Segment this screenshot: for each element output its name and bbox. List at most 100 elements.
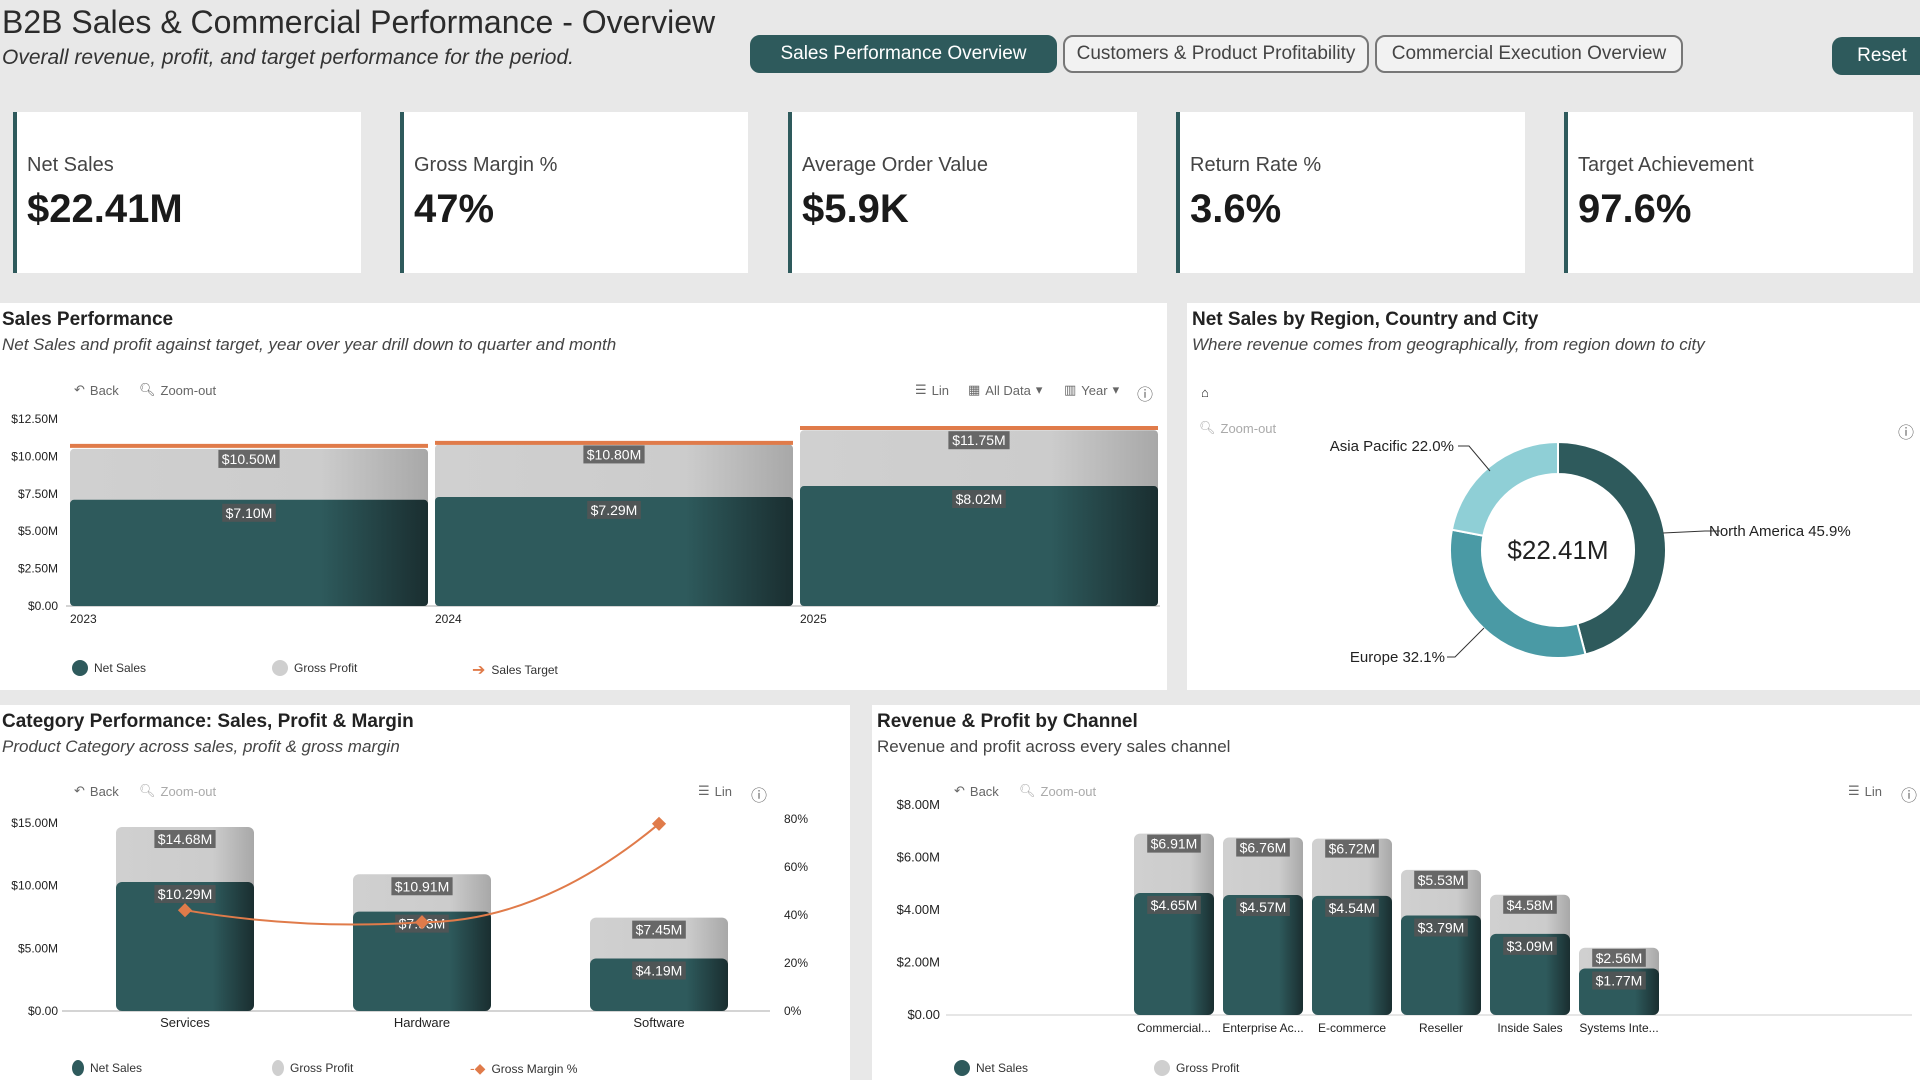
- x-tick-label: Software: [633, 1015, 684, 1030]
- y-tick-label: $8.00M: [897, 797, 940, 812]
- slice-label: Asia Pacific 22.0%: [1330, 438, 1454, 455]
- zoom-out-icon: 🔍︎: [139, 783, 156, 798]
- help-icon[interactable]: ⓘ: [751, 788, 768, 805]
- leader-line: [1458, 445, 1491, 472]
- leader-line: [1447, 627, 1485, 658]
- tab-commercial-execution-overview[interactable]: Commercial Execution Overview: [1375, 35, 1683, 73]
- data-label: $4.65M: [1151, 897, 1198, 913]
- x-tick-label: Inside Sales: [1497, 1021, 1562, 1035]
- help-icon[interactable]: ⓘ: [1137, 387, 1154, 404]
- page-subtitle: Overall revenue, profit, and target perf…: [2, 46, 574, 69]
- y-tick-label: $4.00M: [897, 902, 940, 917]
- data-label-bg: [1503, 895, 1557, 914]
- legend-net-sales[interactable]: Net Sales: [954, 1060, 1028, 1076]
- page-title: B2B Sales & Commercial Performance - Ove…: [2, 4, 716, 40]
- back-arrow-icon: ↶: [954, 783, 965, 798]
- channel-chart: $0.00 $2.00M $4.00M $6.00M $8.00M $6.91M $4.65…: [897, 797, 1912, 1035]
- year-dropdown[interactable]: ▥ Year ▾: [1064, 382, 1120, 398]
- data-label-bg: [154, 830, 216, 849]
- data-label: $4.57M: [1240, 899, 1287, 915]
- data-label-bg: [632, 920, 686, 939]
- panel-subtitle: Revenue and profit across every sales ch…: [877, 737, 1231, 756]
- back-button[interactable]: ↶ Back: [74, 382, 119, 398]
- zoom-out-button[interactable]: 🔍︎ Zoom-out: [139, 382, 217, 398]
- legend-sales-target[interactable]: ➔ Sales Target: [472, 662, 558, 679]
- data-label-bg: [218, 449, 280, 468]
- bar-gross-profit: [1134, 892, 1214, 1015]
- x-tick-label: 2025: [800, 612, 827, 626]
- calendar-icon: ▦: [968, 382, 981, 397]
- donut-slice: [1450, 440, 1559, 537]
- x-tick-label: Systems Inte...: [1579, 1021, 1658, 1035]
- x-tick-label: 2023: [70, 612, 97, 626]
- kpi-label: Return Rate %: [1190, 154, 1322, 176]
- back-arrow-icon: ↶: [74, 382, 85, 397]
- tab-sales-performance-overview[interactable]: Sales Performance Overview: [750, 35, 1057, 73]
- bar-gross-profit: [800, 486, 1158, 606]
- kpi-card-return-rate: Return Rate % 3.6%: [1176, 112, 1525, 273]
- data-label: $8.02M: [956, 491, 1003, 507]
- help-icon[interactable]: ⓘ: [1898, 425, 1915, 442]
- data-label: $10.91M: [395, 878, 449, 894]
- panel-subtitle: Net Sales and profit against target, yea…: [2, 335, 617, 354]
- zoom-out-button[interactable]: 🔍︎ Zoom-out: [1019, 783, 1097, 799]
- data-label-bg: [1414, 870, 1468, 889]
- sales-performance-chart: $0.00 $2.50M $5.00M $7.50M $10.00M $12.50M $10…: [11, 412, 1160, 626]
- legend-gross-profit[interactable]: Gross Profit: [272, 1060, 353, 1076]
- legend-gross-margin[interactable]: -◆ Gross Margin %: [470, 1060, 578, 1076]
- chevron-down-icon: ▾: [1112, 382, 1120, 397]
- list-icon: ☰: [698, 783, 710, 798]
- x-tick-label: Hardware: [394, 1015, 450, 1030]
- kpi-label: Average Order Value: [802, 154, 989, 176]
- all-data-dropdown[interactable]: ▦ All Data ▾: [968, 382, 1043, 398]
- data-label-bg: [222, 503, 276, 522]
- panel-title: Revenue & Profit by Channel: [877, 711, 1138, 732]
- data-label-bg: [583, 445, 645, 464]
- bar-gross-profit: [116, 882, 254, 1011]
- kpi-value: $5.9K: [802, 187, 909, 231]
- zoom-out-button[interactable]: 🔍︎ Zoom-out: [1199, 420, 1277, 436]
- kpi-value: 97.6%: [1578, 187, 1692, 231]
- linear-scale-button[interactable]: ☰ Lin: [698, 783, 733, 799]
- y2-tick-label: 60%: [784, 860, 808, 874]
- x-tick-label: 2024: [435, 612, 462, 626]
- home-icon[interactable]: ⌂: [1201, 385, 1209, 400]
- back-button[interactable]: ↶ Back: [954, 783, 999, 799]
- y-tick-label: $6.00M: [897, 850, 940, 865]
- data-label-bg: [632, 961, 686, 980]
- data-label-bg: [1147, 834, 1201, 853]
- data-label-bg: [948, 431, 1010, 450]
- legend-gross-profit[interactable]: Gross Profit: [272, 660, 357, 676]
- sales-performance-panel: Sales Performance Net Sales and profit a…: [0, 303, 1167, 690]
- panel-subtitle: Product Category across sales, profit & …: [2, 737, 400, 756]
- diamond-marker-icon: -◆: [470, 1060, 486, 1076]
- kpi-label: Target Achievement: [1578, 154, 1754, 176]
- data-label: $10.80M: [587, 446, 641, 462]
- zoom-out-icon: 🔍︎: [1199, 420, 1216, 435]
- bar-gross-profit: [435, 496, 793, 606]
- data-label-bg: [1325, 839, 1379, 858]
- y2-tick-label: 20%: [784, 956, 808, 970]
- panel-title: Category Performance: Sales, Profit & Ma…: [2, 711, 414, 732]
- data-label: $6.76M: [1240, 840, 1287, 856]
- bar-gross-profit: [1401, 915, 1481, 1015]
- region-panel: Net Sales by Region, Country and City Wh…: [1187, 303, 1920, 690]
- data-label-bg: [1236, 838, 1290, 857]
- help-icon[interactable]: ⓘ: [1901, 788, 1918, 805]
- legend-net-sales[interactable]: Net Sales: [72, 660, 146, 676]
- data-label-bg: [952, 490, 1006, 509]
- data-label: $10.29M: [158, 886, 212, 902]
- legend-gross-profit[interactable]: Gross Profit: [1154, 1060, 1239, 1076]
- data-label: $10.50M: [222, 451, 276, 467]
- linear-scale-button[interactable]: ☰ Lin: [1848, 783, 1883, 799]
- data-label: $1.77M: [1596, 973, 1643, 989]
- zoom-out-button[interactable]: 🔍︎ Zoom-out: [139, 783, 217, 799]
- legend-net-sales[interactable]: Net Sales: [72, 1060, 142, 1076]
- y-tick-label: $15.00M: [11, 816, 58, 830]
- tab-customers-product-profitability[interactable]: Customers & Product Profitability: [1063, 35, 1369, 73]
- back-button[interactable]: ↶ Back: [74, 783, 119, 799]
- reset-button[interactable]: Reset: [1832, 37, 1920, 75]
- list-icon: ☰: [1848, 783, 1860, 798]
- linear-scale-button[interactable]: ☰ Lin: [915, 382, 950, 398]
- gross-margin-marker: [651, 816, 667, 831]
